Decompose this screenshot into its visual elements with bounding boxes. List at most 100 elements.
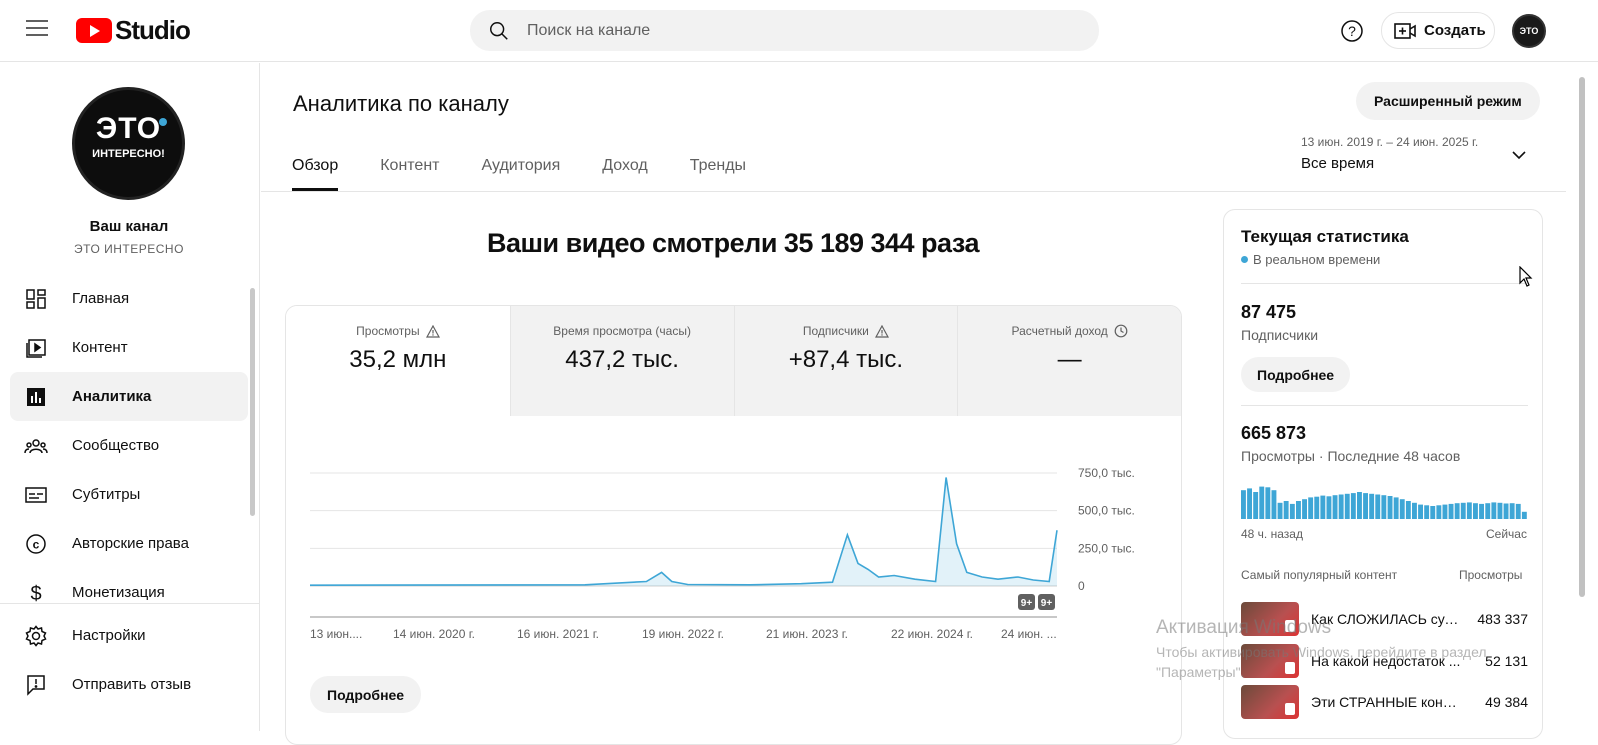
- live-dot-icon: [1241, 256, 1248, 263]
- metric-watch-time[interactable]: Время просмотра (часы) 437,2 тыс.: [509, 306, 734, 416]
- tab-audience[interactable]: Аудитория: [481, 157, 561, 174]
- clock-icon: [1114, 324, 1128, 338]
- page-scrollbar-thumb[interactable]: [1579, 77, 1585, 597]
- realtime-bar: [1369, 493, 1375, 519]
- metric-subscribers[interactable]: Подписчики +87,4 тыс.: [733, 306, 958, 416]
- tab-bar: Обзор Контент Аудитория Доход Тренды: [292, 145, 788, 191]
- community-icon: [24, 434, 48, 458]
- help-icon[interactable]: ?: [1340, 19, 1364, 43]
- top-content-item[interactable]: Эти СТРАННЫЕ консе... 49 384: [1241, 685, 1528, 719]
- realtime-bar: [1302, 499, 1307, 519]
- account-avatar[interactable]: ЭТО: [1512, 14, 1546, 48]
- realtime-views-value: 665 873: [1241, 423, 1307, 443]
- metric-label: Время просмотра (часы): [553, 324, 691, 338]
- realtime-bar: [1515, 503, 1521, 519]
- video-thumbnail: [1241, 602, 1299, 636]
- search-icon: [490, 21, 508, 40]
- realtime-bar: [1241, 490, 1246, 519]
- sidebar-item-monetization[interactable]: $ Монетизация: [10, 568, 248, 617]
- y-tick-label: 0: [1078, 579, 1085, 593]
- menu-icon[interactable]: [26, 20, 48, 42]
- sidebar-item-label: Авторские права: [72, 535, 189, 552]
- feedback-icon: [24, 673, 48, 697]
- realtime-subs-value: 87 475: [1241, 302, 1297, 322]
- realtime-bar: [1503, 503, 1509, 519]
- tab-overview[interactable]: Обзор: [292, 145, 339, 191]
- realtime-bar: [1381, 495, 1387, 519]
- realtime-bar: [1247, 488, 1252, 519]
- metric-value: +87,4 тыс.: [788, 346, 904, 373]
- advanced-mode-button[interactable]: Расширенный режим: [1356, 82, 1540, 120]
- sidebar-item-content[interactable]: Контент: [10, 323, 248, 372]
- realtime-bar: [1424, 505, 1430, 519]
- page-scrollbar[interactable]: [1566, 63, 1598, 731]
- x-tick-label: 24 июн. ...: [1001, 627, 1057, 641]
- channel-avatar-text: ЭТО: [95, 112, 162, 145]
- page-title: Аналитика по каналу: [293, 91, 509, 116]
- realtime-more-button[interactable]: Подробнее: [1241, 357, 1351, 392]
- annotation-badge-label: 9+: [1021, 598, 1033, 609]
- realtime-bar: [1296, 501, 1301, 519]
- realtime-bar: [1497, 502, 1503, 519]
- watermark-text: Чтобы активировать Windows, перейдите в …: [1156, 644, 1487, 680]
- realtime-bar: [1357, 492, 1362, 519]
- realtime-bar: [1271, 490, 1277, 519]
- channel-name: ЭТО ИНТЕРЕСНО: [74, 242, 184, 256]
- metric-views[interactable]: Просмотры 35,2 млн: [286, 306, 510, 416]
- top-content-views-header: Просмотры: [1459, 568, 1523, 582]
- main-content: Аналитика по каналу Расширенный режим Об…: [261, 63, 1566, 745]
- top-content-item[interactable]: На какой недостаток ... 52 131: [1241, 644, 1528, 678]
- create-button[interactable]: Создать: [1381, 12, 1495, 49]
- realtime-bar: [1320, 495, 1326, 519]
- top-content-item[interactable]: Как СЛОЖИЛАСЬ суд... 483 337: [1241, 602, 1528, 636]
- metrics-row: Просмотры 35,2 млн Время просмотра (часы…: [286, 306, 1181, 416]
- realtime-bar: [1485, 503, 1491, 519]
- y-tick-label: 500,0 тыс.: [1078, 504, 1135, 518]
- sidebar-scrollbar[interactable]: [250, 288, 255, 516]
- realtime-bar: [1442, 504, 1448, 519]
- tab-content[interactable]: Контент: [380, 157, 440, 174]
- realtime-bar: [1338, 494, 1344, 519]
- logo-text: Studio: [115, 14, 191, 45]
- overview-more-button[interactable]: Подробнее: [310, 676, 422, 713]
- sidebar-item-label: Настройки: [72, 627, 146, 644]
- sidebar-item-copyright[interactable]: c Авторские права: [10, 519, 248, 568]
- sidebar-item-dashboard[interactable]: Главная: [10, 274, 248, 323]
- realtime-bar: [1363, 493, 1368, 519]
- tab-revenue[interactable]: Доход: [602, 157, 648, 174]
- date-range-picker[interactable]: 13 июн. 2019 г. – 24 июн. 2025 г. Все вр…: [1301, 135, 1531, 172]
- realtime-bar: [1448, 503, 1454, 519]
- mouse-cursor-icon: [1519, 266, 1533, 287]
- sidebar-item-community[interactable]: Сообщество: [10, 421, 248, 470]
- sidebar-divider: [0, 603, 259, 604]
- sidebar-item-feedback[interactable]: Отправить отзыв: [10, 660, 248, 709]
- channel-avatar[interactable]: ЭТО ИНТЕРЕСНО!: [72, 87, 185, 200]
- studio-logo[interactable]: Studio: [76, 14, 191, 45]
- realtime-bar-chart[interactable]: [1241, 483, 1528, 519]
- annotation-badge: [1038, 594, 1055, 610]
- video-views: 49 384: [1485, 694, 1528, 710]
- views-chart[interactable]: 750,0 тыс. 500,0 тыс. 250,0 тыс. 0 13 июн...…: [286, 416, 1182, 676]
- watermark-title: Активация Windows: [1156, 617, 1332, 638]
- metric-revenue[interactable]: Расчетный доход —: [957, 306, 1181, 416]
- realtime-bar: [1479, 503, 1484, 519]
- y-tick-label: 250,0 тыс.: [1078, 541, 1135, 555]
- metric-label: Расчетный доход: [1011, 324, 1108, 338]
- realtime-bar: [1454, 503, 1460, 519]
- sidebar-item-subtitles[interactable]: Субтитры: [10, 470, 248, 519]
- realtime-views-label: Просмотры · Последние 48 часов: [1241, 448, 1461, 464]
- sidebar-item-label: Субтитры: [72, 486, 141, 503]
- sidebar-item-settings[interactable]: Настройки: [10, 611, 248, 660]
- svg-text:c: c: [33, 537, 40, 551]
- top-content-header: Самый популярный контент: [1241, 568, 1398, 582]
- realtime-bar: [1399, 499, 1405, 519]
- realtime-title: Текущая статистика: [1241, 227, 1409, 246]
- sidebar-item-label: Монетизация: [72, 584, 165, 601]
- views-headline: Ваши видео смотрели 35 189 344 раза: [487, 228, 979, 258]
- search-input[interactable]: [527, 21, 1047, 40]
- tab-trends[interactable]: Тренды: [689, 157, 747, 174]
- search-bar[interactable]: [470, 10, 1099, 51]
- video-thumbnail: [1241, 685, 1299, 719]
- sidebar-item-analytics[interactable]: Аналитика: [10, 372, 248, 421]
- chevron-down-icon[interactable]: [1511, 147, 1527, 163]
